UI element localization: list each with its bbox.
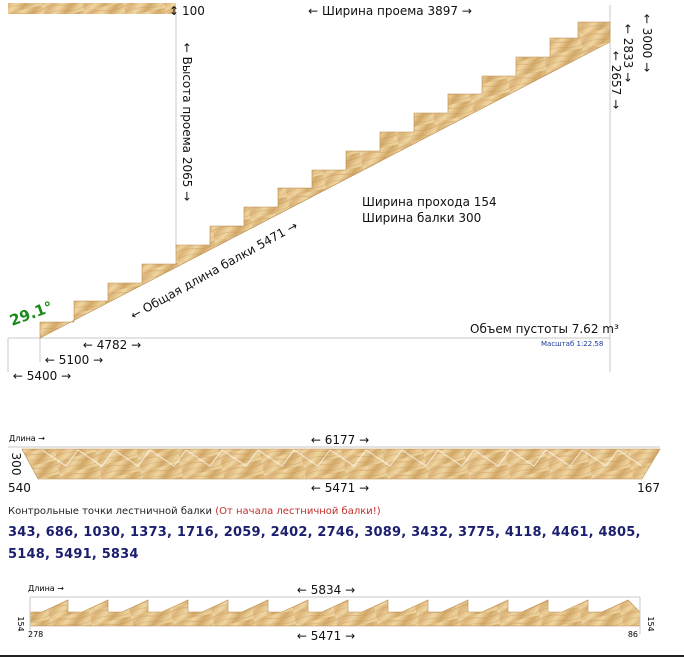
beam-2-right-154: 154 — [646, 616, 655, 631]
opening-height-label: ← Высота проема 2065 → — [180, 43, 194, 202]
control-points-note: (От начала лестничной балки!) — [215, 506, 381, 517]
scale-label: Масштаб 1:22.58 — [541, 340, 603, 348]
gap-100-label: 100 — [182, 4, 205, 18]
guide-lines — [7, 5, 611, 372]
beam-2-dim-5834: ← 5834 → — [297, 583, 355, 597]
height-3000-label: ← 3000 → — [640, 14, 654, 72]
beam-2 — [29, 599, 641, 627]
control-points-caption: Контрольные точки лестничной балки (От н… — [8, 506, 381, 517]
height-2833-label: ← 2833 → — [621, 24, 635, 82]
opening-width-label: ← Ширина проема 3897 → — [308, 4, 472, 18]
void-volume-label: Объем пустоты 7.62 m³ — [470, 322, 619, 336]
dim-5100-label: ← 5100 → — [45, 353, 103, 367]
beam-1-dim-6177: ← 6177 → — [311, 433, 369, 447]
beam-1-side-300: 300 — [9, 453, 23, 476]
beam-1-length-label: Длина → — [9, 434, 45, 443]
upper-floor-slab — [8, 3, 176, 14]
walk-width-label: Ширина прохода 154 — [362, 195, 497, 209]
beam-2-left-154: 154 — [16, 616, 25, 631]
stair-stringer — [39, 21, 611, 339]
dim-4782-label: ← 4782 → — [83, 338, 141, 352]
control-points-title: Контрольные точки лестничной балки — [8, 506, 213, 517]
beam-1 — [21, 448, 661, 480]
beam-width-label: Ширина балки 300 — [362, 211, 481, 225]
beam-1-right-167: 167 — [637, 481, 660, 495]
beam-1-dim-5471: ← 5471 → — [311, 481, 369, 495]
gap-100-arrow: ↕ — [169, 4, 179, 18]
beam-1-left-540: 540 — [8, 481, 31, 495]
beam-1-step-marks — [41, 449, 643, 467]
dim-5400-label: ← 5400 → — [13, 369, 71, 383]
beam-2-dim-5471: ← 5471 → — [297, 629, 355, 643]
control-points-values: 343, 686, 1030, 1373, 1716, 2059, 2402, … — [8, 525, 641, 562]
beam-2-left-278: 278 — [28, 630, 43, 639]
beam-2-length-label: Длина → — [28, 584, 64, 593]
height-2657-label: ← 2657 → — [609, 51, 623, 109]
beam-2-right-86: 86 — [628, 630, 638, 639]
